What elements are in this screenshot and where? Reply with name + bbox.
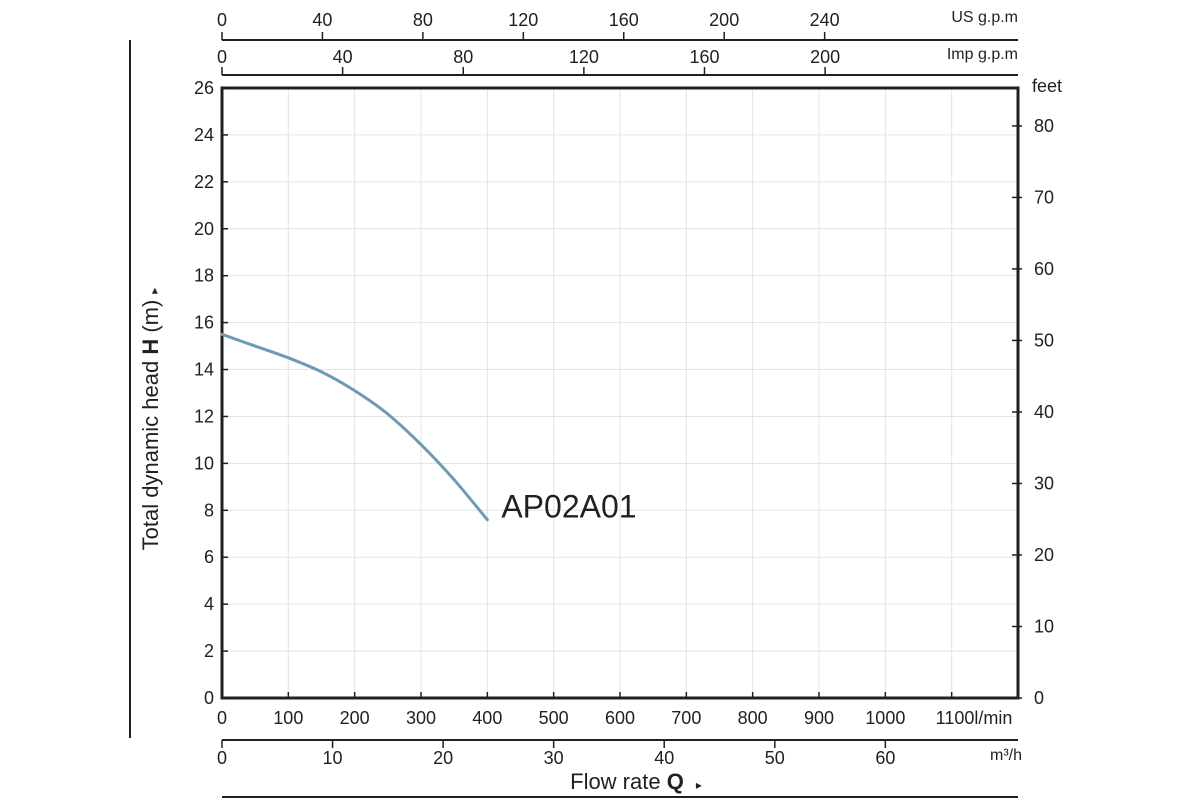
x-axis-title: Flow rate Q ▸ (570, 769, 702, 794)
axes (129, 32, 1022, 798)
us-tick-label: 0 (217, 10, 227, 30)
imp-tick-label: 80 (453, 47, 473, 67)
y-tick-label: 0 (204, 688, 214, 708)
y-axis-title: Total dynamic head H (m)▸ (138, 288, 163, 551)
m3h-tick-label: 60 (875, 748, 895, 768)
x-tick-label: 200 (340, 708, 370, 728)
m3h-tick-label: 30 (544, 748, 564, 768)
x-tick-label: 400 (472, 708, 502, 728)
m3h-tick-label: 50 (765, 748, 785, 768)
y-tick-label: 24 (194, 125, 214, 145)
us-tick-label: 40 (312, 10, 332, 30)
y-tick-label: 22 (194, 172, 214, 192)
labels: 0246810121416182022242601020304050607080… (138, 9, 1062, 794)
y2-tick-label: 10 (1034, 616, 1054, 636)
us-tick-label: 240 (810, 10, 840, 30)
x-tick-label: 500 (539, 708, 569, 728)
x-tick-label: 900 (804, 708, 834, 728)
us-tick-label: 120 (508, 10, 538, 30)
y-tick-label: 8 (204, 500, 214, 520)
x-tick-label: 1100l/min (936, 708, 1013, 728)
series-line-ap02a01 (220, 332, 489, 522)
x-tick-label: 600 (605, 708, 635, 728)
y2-tick-label: 0 (1034, 688, 1044, 708)
imp-tick-label: 40 (333, 47, 353, 67)
series-label-ap02a01: AP02A01 (501, 489, 636, 525)
imp-tick-label: 0 (217, 47, 227, 67)
x-tick-label: 0 (217, 708, 227, 728)
y-tick-label: 20 (194, 219, 214, 239)
y-tick-label: 4 (204, 594, 214, 614)
y-tick-label: 6 (204, 547, 214, 567)
y-tick-label: 14 (194, 360, 214, 380)
x-tick-label: 800 (738, 708, 768, 728)
imp-unit-label: Imp g.p.m (947, 46, 1018, 63)
imp-tick-label: 200 (810, 47, 840, 67)
imp-tick-label: 120 (569, 47, 599, 67)
m3h-tick-label: 0 (217, 748, 227, 768)
y2-unit-label: feet (1032, 76, 1062, 96)
y-tick-label: 18 (194, 266, 214, 286)
imp-tick-label: 160 (689, 47, 719, 67)
y2-tick-label: 50 (1034, 330, 1054, 350)
us-unit-label: US g.p.m (951, 9, 1018, 26)
grid (222, 88, 1018, 698)
y-tick-label: 2 (204, 641, 214, 661)
y-tick-label: 12 (194, 406, 214, 426)
m3h-tick-label: 40 (654, 748, 674, 768)
y2-tick-label: 70 (1034, 187, 1054, 207)
m3h-unit-label: m³/h (990, 747, 1022, 764)
us-tick-label: 160 (609, 10, 639, 30)
y-tick-label: 10 (194, 453, 214, 473)
m3h-tick-label: 10 (323, 748, 343, 768)
y2-tick-label: 80 (1034, 116, 1054, 136)
curve-layer (220, 332, 489, 522)
x-tick-label: 700 (671, 708, 701, 728)
x-tick-label: 1000 (865, 708, 905, 728)
y2-tick-label: 20 (1034, 545, 1054, 565)
m3h-tick-label: 20 (433, 748, 453, 768)
y2-tick-label: 40 (1034, 402, 1054, 422)
x-tick-label: 300 (406, 708, 436, 728)
y2-tick-label: 30 (1034, 473, 1054, 493)
us-tick-label: 200 (709, 10, 739, 30)
y-tick-label: 16 (194, 313, 214, 333)
us-tick-label: 80 (413, 10, 433, 30)
y-tick-label: 26 (194, 78, 214, 98)
y2-tick-label: 60 (1034, 259, 1054, 279)
x-tick-label: 100 (273, 708, 303, 728)
